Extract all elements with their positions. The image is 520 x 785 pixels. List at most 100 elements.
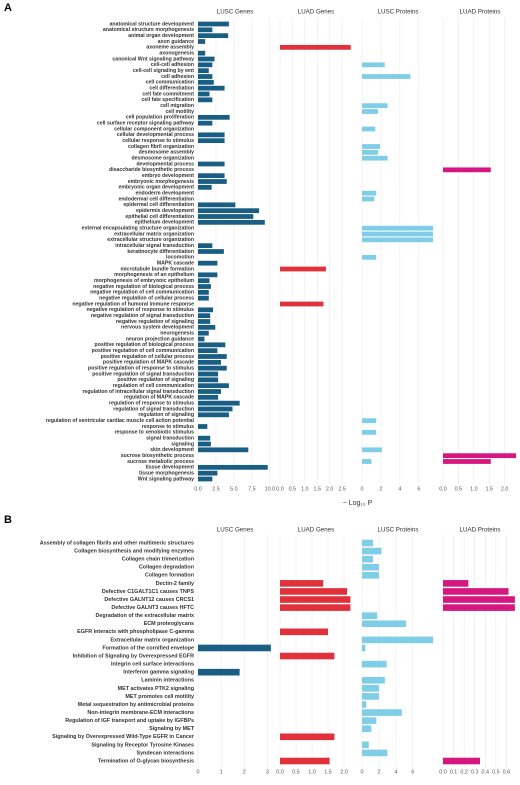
x-tick-label: 4 — [398, 486, 401, 492]
category-label: embryonic morphogenesis — [128, 179, 194, 185]
category-label: desmosome assembly — [139, 150, 194, 156]
bar — [198, 476, 213, 482]
category-label: Syndecan interactions — [136, 750, 194, 756]
category-label: cell adhesion — [161, 74, 194, 80]
x-tick-label: 2.0 — [501, 486, 509, 492]
bar — [362, 701, 367, 708]
bar — [362, 149, 379, 155]
x-axis-title: − Log₁₀ P — [343, 500, 373, 507]
category-label: anatomical structure development — [110, 21, 195, 27]
category-label: MAPK cascade — [157, 261, 194, 267]
category-label: negative regulation of cell communicatio… — [90, 290, 194, 296]
bar — [362, 693, 379, 700]
bar — [198, 74, 213, 79]
bar — [198, 324, 216, 330]
category-label: Termination of O-glycan biosynthesis — [98, 758, 194, 764]
bar — [362, 155, 388, 161]
bar — [362, 547, 382, 555]
bar — [198, 138, 225, 144]
category-label: nervous system development — [121, 325, 194, 331]
facet-title: LUSC Genes — [217, 9, 253, 16]
bar — [198, 56, 215, 62]
bar — [362, 447, 382, 453]
category-label: Non-integrin membrane-ECM interactions — [87, 710, 194, 716]
category-label: positive regulation of cell communicatio… — [92, 348, 194, 354]
bar — [362, 429, 377, 435]
category-label: cellular response to stimulus — [122, 138, 194, 144]
category-label: Defective C1GALT1C1 causes TNPS — [102, 589, 195, 595]
bar — [198, 348, 218, 354]
category-label: cell-cell signaling by wnt — [133, 68, 194, 74]
bar — [362, 571, 379, 579]
category-label: negative regulation of signal transducti… — [91, 313, 194, 319]
bar — [198, 214, 254, 219]
bar — [362, 144, 380, 149]
category-label: Signaling by Receptor Tyrosine Kinases — [91, 742, 194, 748]
category-label: positive regulation of response to stimu… — [88, 366, 194, 372]
category-label: Laminin interactions — [141, 678, 194, 684]
bar — [198, 184, 212, 190]
bar — [198, 377, 219, 383]
bar — [362, 725, 372, 733]
bar — [198, 173, 225, 179]
x-tick-label: 2.0 — [340, 769, 348, 775]
bar — [198, 394, 219, 400]
bar — [198, 424, 208, 429]
x-tick-label: 0.6 — [503, 769, 511, 775]
category-label: Defective GALNT3 causes HFTC — [111, 605, 194, 611]
category-label: axon guidance — [158, 39, 194, 45]
category-label: endoderm development — [135, 191, 194, 197]
bar — [362, 62, 385, 68]
x-tick-label: 0.5 — [292, 769, 300, 775]
category-label: axonogenesis — [159, 51, 194, 57]
x-tick-label: 0.0 — [439, 769, 447, 775]
bar — [198, 33, 229, 39]
category-label: developmental process — [136, 161, 194, 167]
category-label: cell differentiation — [149, 86, 194, 92]
bar — [198, 406, 233, 412]
x-tick-label: 2.5 — [212, 486, 220, 492]
facet-title: LUSC Genes — [217, 527, 253, 534]
x-tick-label: 5.0 — [230, 486, 238, 492]
x-tick-label: 0.5 — [455, 486, 463, 492]
bar — [198, 179, 227, 184]
bar — [198, 91, 210, 97]
category-label: Defective GALNT12 causes CRCS1 — [104, 597, 194, 603]
category-label: skin development — [150, 447, 194, 453]
category-label: regulation of intracellular signal trans… — [82, 389, 194, 395]
bar — [280, 44, 351, 50]
bar — [198, 50, 206, 56]
bar — [198, 383, 229, 389]
facet-title: LUSC Proteins — [378, 527, 419, 534]
category-label: embryo development — [142, 173, 194, 179]
category-label: disaccharide biosynthetic process — [109, 167, 194, 173]
category-label: cell motility — [165, 109, 194, 115]
category-label: microtubule bundle formation — [121, 266, 195, 272]
category-label: positive regulation of signaling — [117, 377, 194, 383]
x-tick-label: 2.5 — [338, 486, 346, 492]
bar — [198, 243, 213, 249]
category-label: Interferon gamma signaling — [123, 670, 194, 676]
bar — [362, 196, 375, 202]
bar — [198, 68, 209, 74]
category-label: positive regulation of cellular process — [101, 354, 195, 360]
category-label: regulation of signaling — [138, 412, 194, 418]
category-label: sucrose metabolic process — [127, 459, 194, 465]
category-label: embryonic organ development — [118, 185, 194, 191]
bar — [198, 371, 219, 377]
bar — [198, 668, 240, 676]
bar — [198, 161, 225, 167]
bar — [198, 62, 213, 68]
bar — [280, 596, 351, 603]
bar — [198, 295, 209, 301]
category-label: collagen fibril organization — [128, 144, 194, 150]
bar — [198, 644, 271, 652]
x-tick-label: 1.0 — [301, 486, 309, 492]
category-label: regulation of ventricular cardiac muscle… — [46, 418, 195, 424]
category-label: Collagen formation — [145, 573, 194, 579]
bar — [198, 307, 214, 313]
bar — [198, 342, 226, 348]
bar — [362, 676, 385, 684]
panel-label: B — [4, 514, 12, 526]
category-label: regulation of cell communication — [113, 383, 194, 389]
